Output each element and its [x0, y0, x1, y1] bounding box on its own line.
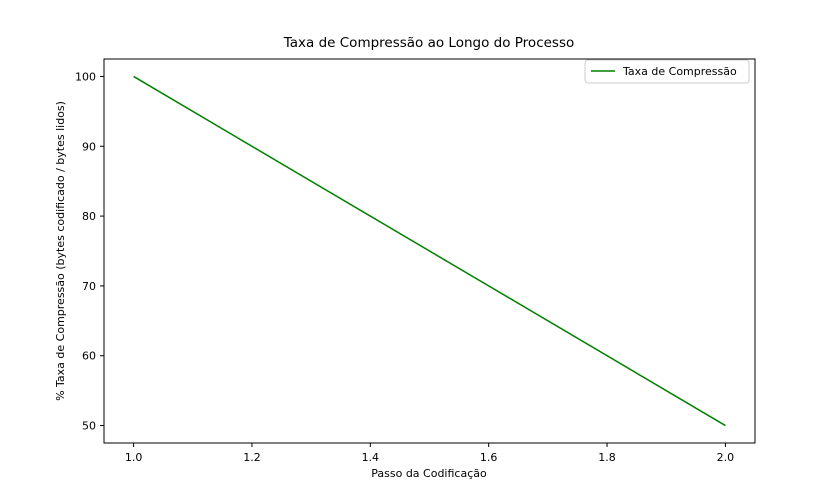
y-tick-label: 90	[82, 140, 96, 153]
x-tick-label: 1.4	[362, 451, 380, 464]
y-tick-label: 100	[75, 70, 96, 83]
series-line-0	[133, 75, 726, 427]
x-axis-title: Passo da Codificação	[371, 467, 487, 480]
legend-box	[584, 59, 750, 84]
y-tick-label: 80	[82, 210, 96, 223]
x-tick-label: 1.0	[125, 451, 143, 464]
y-axis: 50 60 70 80 90 100	[75, 70, 104, 433]
y-axis-title: % Taxa de Compressão (bytes codificado /…	[54, 101, 67, 401]
series-layer	[133, 75, 726, 427]
x-tick-label: 1.6	[480, 451, 498, 464]
y-tick-label: 60	[82, 350, 96, 363]
x-tick-label: 1.8	[598, 451, 616, 464]
legend: Taxa de Compressão	[584, 59, 750, 84]
x-tick-label: 2.0	[717, 451, 735, 464]
x-axis: 1.0 1.2 1.4 1.6 1.8 2.0	[125, 443, 734, 464]
chart-title: Taxa de Compressão ao Longo do Processo	[283, 35, 575, 51]
y-tick-label: 70	[82, 280, 96, 293]
y-tick-label: 50	[82, 420, 96, 433]
legend-label: Taxa de Compressão	[622, 65, 737, 78]
x-tick-label: 1.2	[243, 451, 261, 464]
